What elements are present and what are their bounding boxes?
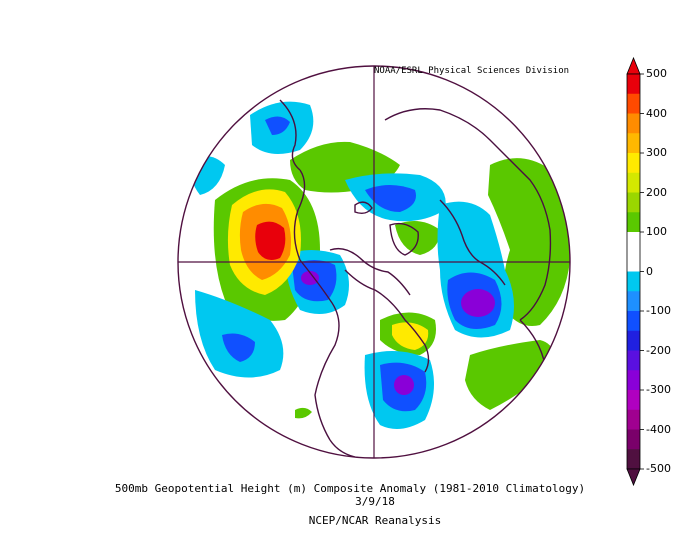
- colorbar-tick-label: -300: [646, 383, 671, 396]
- purple-region-north-america: [301, 271, 319, 285]
- colorbar-top-tip: [626, 56, 641, 75]
- lightblue-region-pacific: [195, 290, 284, 378]
- colorbar-segment: [627, 232, 640, 253]
- colorbar-segment: [627, 370, 640, 391]
- colorbar-tick-label: -400: [646, 422, 671, 436]
- coast-north-america-east: [344, 269, 430, 373]
- colorbar-segment: [627, 251, 640, 272]
- blue-region-arctic: [265, 116, 290, 135]
- coast-eurasia: [384, 108, 552, 321]
- coast-north-america: [293, 169, 340, 441]
- strong-negative-regions: [301, 271, 495, 395]
- ridge-regions: [227, 189, 429, 350]
- coast-canada-arctic: [329, 247, 411, 296]
- blue-region-kara: [365, 185, 416, 212]
- purple-region-europe: [461, 289, 495, 317]
- map-date: 3/9/18: [355, 495, 395, 508]
- colorbar-segment: [627, 449, 640, 470]
- colorbar-segment: [627, 409, 640, 430]
- coast-europe: [439, 199, 506, 286]
- colorbar-segment: [627, 271, 640, 292]
- colorbar-segment: [627, 192, 640, 213]
- colorbar-segment: [627, 172, 640, 193]
- green-region-atlantic: [465, 340, 554, 410]
- colorbar-segment: [627, 390, 640, 411]
- map-disc: [178, 66, 570, 458]
- colorbar-bottom-tip: [626, 468, 641, 487]
- coast-arctic-islands: [354, 201, 373, 215]
- colorbar-tick-label: 200: [646, 185, 667, 199]
- green-region-small-south: [295, 407, 312, 419]
- colorbar-tick-label: 100: [646, 225, 667, 238]
- coastlines: [279, 99, 552, 458]
- colorbar-segment: [627, 74, 640, 95]
- colorbar-tick-label: -100: [646, 304, 671, 317]
- colorbar-tick-label: -500: [646, 462, 671, 475]
- colorbar-tick-label: 300: [646, 146, 667, 159]
- map-title: 500mb Geopotential Height (m) Composite …: [114, 482, 586, 495]
- reference-lines: [178, 66, 570, 458]
- colorbar-tick-label: 400: [646, 106, 667, 120]
- colorbar-segment: [627, 93, 640, 114]
- yellow-region-canada: [392, 322, 429, 350]
- coast-greenland: [389, 222, 419, 256]
- colorbar-segment: [627, 113, 640, 134]
- colorbar-segment: [627, 311, 640, 332]
- blue-region-pacific: [222, 333, 255, 362]
- colorbar-segment: [627, 291, 640, 312]
- map-border: [177, 65, 571, 459]
- purple-region-atlantic: [394, 375, 414, 395]
- colorbar-segment: [627, 330, 640, 351]
- data-source: NCEP/NCAR Reanalysis: [308, 514, 442, 527]
- colorbar: [626, 56, 644, 487]
- colorbar-tick-label: 500: [646, 67, 667, 80]
- red-ridge-core: [255, 221, 286, 260]
- coast-asia-east: [279, 99, 301, 171]
- colorbar-segment: [627, 133, 640, 154]
- credit-text: NOAA/ESRL Physical Sciences Division: [374, 66, 570, 76]
- colorbar-tick-label: -200: [646, 343, 671, 357]
- colorbar-tick-label: 0: [646, 264, 653, 278]
- colorbar-segment: [627, 350, 640, 371]
- colorbar-segment: [627, 429, 640, 450]
- colorbar-segment: [627, 153, 640, 174]
- colorbar-segment: [627, 212, 640, 233]
